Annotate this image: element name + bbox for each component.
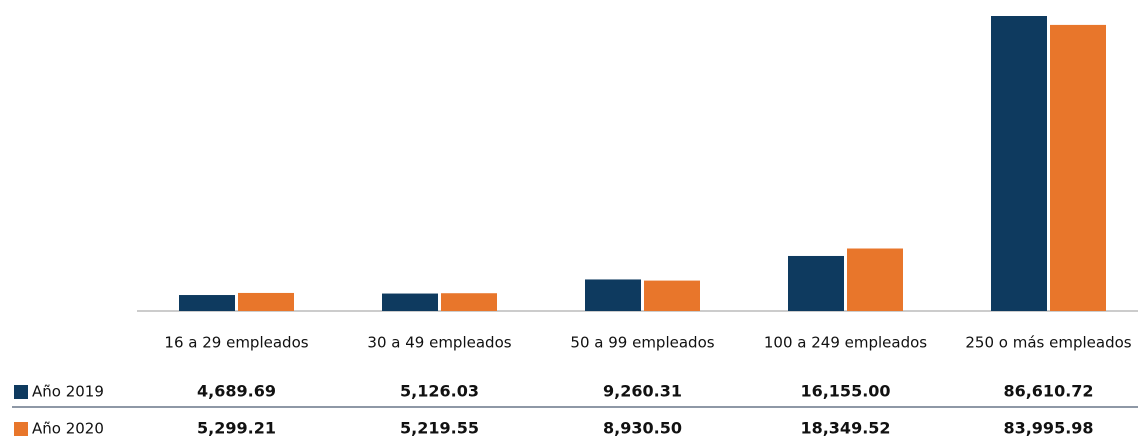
bar [238,292,294,311]
x-tick-label: 30 a 49 empleados [367,334,511,352]
table-value: 83,995.98 [1003,419,1093,438]
bar [1050,24,1106,312]
table-value: 16,155.00 [800,382,890,401]
legend-swatch [14,422,28,436]
table-value: 4,689.69 [197,382,276,401]
bar [585,279,641,311]
x-tick-label: 100 a 249 empleados [764,334,927,352]
bar [788,255,844,311]
legend-swatch [14,385,28,399]
bar [441,293,497,311]
table-value: 8,930.50 [603,419,682,438]
table-value: 5,299.21 [197,419,276,438]
bar [179,295,235,311]
table-value: 86,610.72 [1003,382,1093,401]
table-value: 9,260.31 [603,382,682,401]
bar [991,16,1047,311]
legend-label: Año 2020 [32,420,104,438]
x-tick-label: 50 a 99 empleados [570,334,714,352]
bar [382,293,438,311]
table-value: 5,126.03 [400,382,479,401]
table-value: 5,219.55 [400,419,479,438]
table-value: 18,349.52 [800,419,890,438]
bar [847,248,903,311]
x-tick-label: 16 a 29 empleados [164,334,308,352]
legend-label: Año 2019 [32,383,104,401]
x-tick-label: 250 o más empleados [965,334,1131,352]
bar [644,280,700,311]
